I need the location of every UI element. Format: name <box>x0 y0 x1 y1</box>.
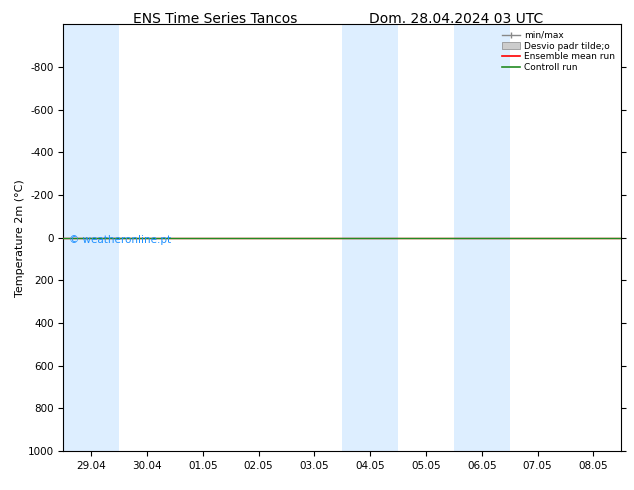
Bar <box>454 24 510 451</box>
Text: ENS Time Series Tancos: ENS Time Series Tancos <box>133 12 298 26</box>
Text: Dom. 28.04.2024 03 UTC: Dom. 28.04.2024 03 UTC <box>370 12 543 26</box>
Y-axis label: Temperature 2m (°C): Temperature 2m (°C) <box>15 179 25 296</box>
Bar <box>342 24 398 451</box>
Legend: min/max, Desvio padr tilde;o, Ensemble mean run, Controll run: min/max, Desvio padr tilde;o, Ensemble m… <box>500 29 617 74</box>
Text: © weatheronline.pt: © weatheronline.pt <box>69 235 171 245</box>
Bar <box>63 24 119 451</box>
